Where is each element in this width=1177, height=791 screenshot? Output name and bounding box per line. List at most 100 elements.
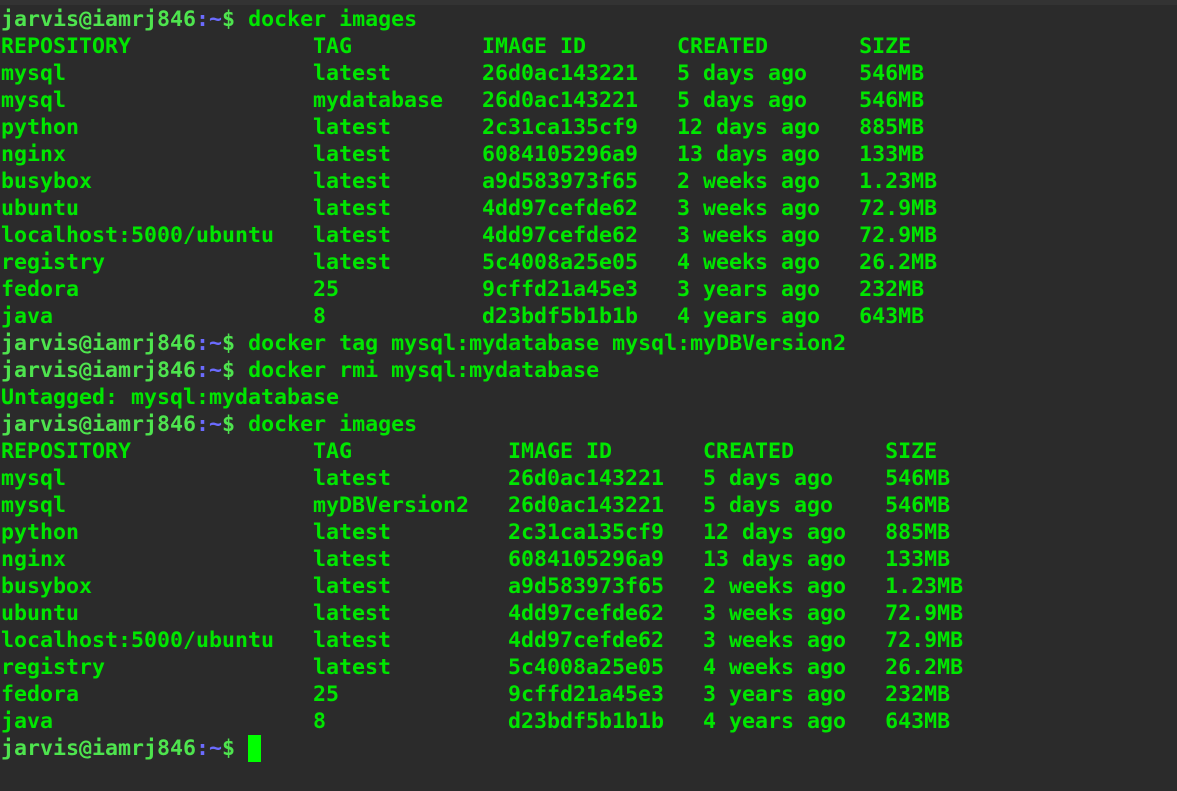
table-cell: 133MB [885, 547, 951, 572]
prompt-symbol: $ [222, 7, 249, 32]
prompt-symbol: $ [222, 412, 249, 437]
prompt-path: ~ [209, 358, 223, 383]
prompt-path: ~ [209, 736, 223, 761]
table-cell: mysql [1, 88, 314, 113]
table-cell: 5c4008a25e05 [508, 655, 704, 680]
table-row: python latest 2c31ca135cf9 12 days ago 8… [1, 114, 963, 141]
table-cell: registry [1, 655, 314, 680]
cursor-block[interactable] [248, 735, 262, 762]
table-cell: latest [313, 628, 509, 653]
command-text: docker images [248, 412, 418, 437]
table-cell: 546MB [859, 61, 925, 86]
table-row: java 8 d23bdf5b1b1b 4 years ago 643MB [1, 303, 963, 330]
table-row: nginx latest 6084105296a9 13 days ago 13… [1, 141, 963, 168]
prompt-path: ~ [209, 412, 223, 437]
table-cell: 25 [313, 682, 509, 707]
table-cell: 3 years ago [677, 277, 860, 302]
table-cell: latest [313, 169, 483, 194]
table-cell: latest [313, 601, 509, 626]
current-prompt-line: jarvis@iamrj846:~$ [1, 735, 963, 762]
table-cell: busybox [1, 574, 314, 599]
command-line: jarvis@iamrj846:~$ docker images [1, 6, 963, 33]
table-cell: python [1, 520, 314, 545]
table-cell: 4dd97cefde62 [482, 223, 678, 248]
column-header: SIZE [885, 439, 938, 464]
table-cell: 643MB [859, 304, 925, 329]
prompt-separator: : [196, 736, 210, 761]
table-cell: mydatabase [313, 88, 483, 113]
column-header: TAG [313, 439, 509, 464]
table-cell: latest [313, 655, 509, 680]
table-cell: latest [313, 547, 509, 572]
table-cell: latest [313, 520, 509, 545]
column-header: SIZE [859, 34, 912, 59]
table-row: ubuntu latest 4dd97cefde62 3 weeks ago 7… [1, 195, 963, 222]
table-cell: 25 [313, 277, 483, 302]
table-row: mysql mydatabase 26d0ac143221 5 days ago… [1, 87, 963, 114]
prompt-user-host: jarvis@iamrj846 [1, 7, 197, 32]
table-cell: 12 days ago [703, 520, 886, 545]
table-cell: 13 days ago [677, 142, 860, 167]
table-header-row: REPOSITORY TAG IMAGE ID CREATED SIZE [1, 438, 963, 465]
prompt-separator: : [196, 358, 210, 383]
table-cell: latest [313, 574, 509, 599]
table-cell: mysql [1, 61, 314, 86]
table-cell: latest [313, 196, 483, 221]
table-cell: 546MB [859, 88, 925, 113]
table-cell: 9cffd21a45e3 [482, 277, 678, 302]
command-line: jarvis@iamrj846:~$ docker rmi mysql:myda… [1, 357, 963, 384]
table-cell: 13 days ago [703, 547, 886, 572]
table-cell: mysql [1, 466, 314, 491]
table-cell: 4dd97cefde62 [482, 196, 678, 221]
table-cell: 8 [313, 304, 483, 329]
column-header: TAG [313, 34, 483, 59]
table-cell: d23bdf5b1b1b [482, 304, 678, 329]
table-cell: 3 weeks ago [677, 223, 860, 248]
column-header: IMAGE ID [482, 34, 678, 59]
column-header: REPOSITORY [1, 34, 314, 59]
table-cell: java [1, 709, 314, 734]
table-cell: 5 days ago [703, 493, 886, 518]
table-cell: busybox [1, 169, 314, 194]
table-cell: 6084105296a9 [482, 142, 678, 167]
command-line: jarvis@iamrj846:~$ docker images [1, 411, 963, 438]
table-cell: 6084105296a9 [508, 547, 704, 572]
table-row: localhost:5000/ubuntu latest 4dd97cefde6… [1, 222, 963, 249]
table-row: nginx latest 6084105296a9 13 days ago 13… [1, 546, 963, 573]
output-line: Untagged: mysql:mydatabase [1, 385, 340, 410]
prompt-separator: : [196, 412, 210, 437]
table-row: ubuntu latest 4dd97cefde62 3 weeks ago 7… [1, 600, 963, 627]
table-row: mysql latest 26d0ac143221 5 days ago 546… [1, 60, 963, 87]
prompt-path: ~ [209, 7, 223, 32]
table-cell: 4 weeks ago [677, 250, 860, 275]
table-cell: 72.9MB [859, 196, 938, 221]
table-cell: 3 weeks ago [703, 628, 886, 653]
prompt-user-host: jarvis@iamrj846 [1, 736, 197, 761]
table-cell: localhost:5000/ubuntu [1, 223, 314, 248]
table-cell: 8 [313, 709, 509, 734]
table-cell: 3 weeks ago [677, 196, 860, 221]
table-cell: 885MB [859, 115, 925, 140]
table-cell: 2c31ca135cf9 [508, 520, 704, 545]
table-cell: 1.23MB [859, 169, 938, 194]
table-cell: latest [313, 466, 509, 491]
table-cell: 5 days ago [703, 466, 886, 491]
table-cell: 9cffd21a45e3 [508, 682, 704, 707]
table-cell: 4dd97cefde62 [508, 628, 704, 653]
table-cell: 1.23MB [885, 574, 964, 599]
table-cell: ubuntu [1, 196, 314, 221]
table-cell: 5 days ago [677, 61, 860, 86]
prompt-user-host: jarvis@iamrj846 [1, 331, 197, 356]
prompt-separator: : [196, 331, 210, 356]
prompt-user-host: jarvis@iamrj846 [1, 412, 197, 437]
table-row: busybox latest a9d583973f65 2 weeks ago … [1, 168, 963, 195]
table-cell: myDBVersion2 [313, 493, 509, 518]
table-row: mysql myDBVersion2 26d0ac143221 5 days a… [1, 492, 963, 519]
table-row: python latest 2c31ca135cf9 12 days ago 8… [1, 519, 963, 546]
table-cell: 26d0ac143221 [508, 493, 704, 518]
window-top-edge [0, 0, 1177, 5]
table-row: registry latest 5c4008a25e05 4 weeks ago… [1, 249, 963, 276]
terminal-output[interactable]: jarvis@iamrj846:~$ docker images REPOSITO… [1, 6, 963, 762]
table-cell: 72.9MB [859, 223, 938, 248]
table-cell: java [1, 304, 314, 329]
